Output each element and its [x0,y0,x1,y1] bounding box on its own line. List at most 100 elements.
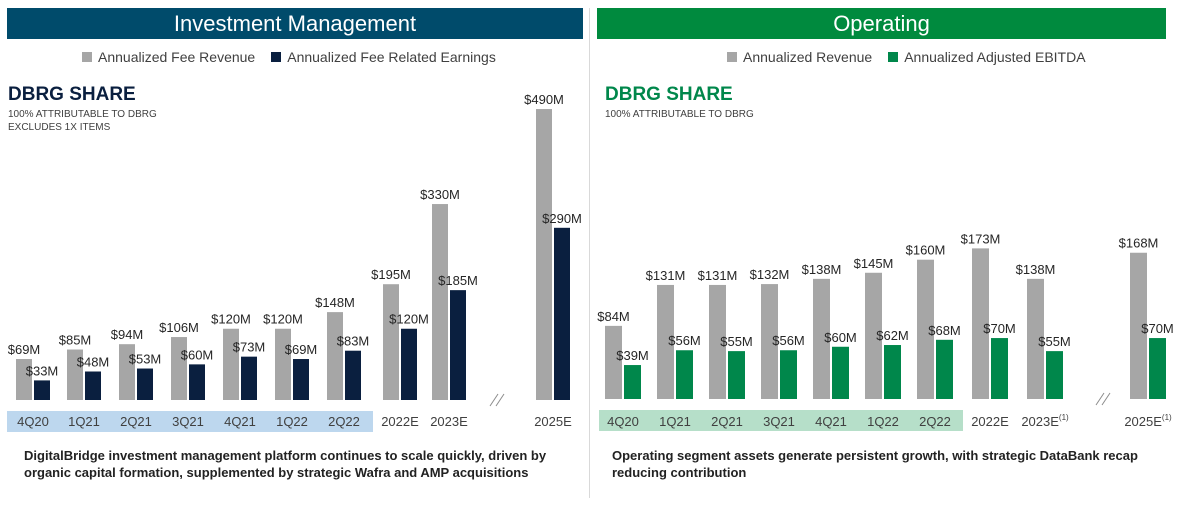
legend-item-revenue: Annualized Revenue [727,49,872,65]
data-label: $33M [26,363,59,378]
bar [813,278,830,399]
bar [189,364,205,400]
axis-break-mark [495,393,505,407]
category-label: 4Q21 [224,414,256,429]
data-label: $55M [720,334,753,349]
bar [1130,252,1147,399]
data-label: $185M [438,273,478,288]
data-label: $62M [876,328,909,343]
bar [171,337,187,400]
bar [34,380,50,400]
bar [761,284,778,399]
bar [865,272,882,399]
data-label: $490M [524,92,564,107]
data-label: $160M [906,243,946,258]
bar [401,328,417,400]
bar [605,325,622,399]
data-label: $53M [129,352,162,367]
bar [223,328,239,400]
bar [832,346,849,399]
data-label: $69M [8,342,41,357]
bar [345,350,361,400]
bar [676,350,693,399]
legend-swatch [271,52,282,62]
data-label: $290M [542,211,582,226]
footnote-marker: (1) [1162,413,1172,422]
category-label: 2Q22 [919,414,951,429]
category-label: 2Q21 [711,414,743,429]
data-label: $148M [315,295,355,310]
category-label: 4Q20 [17,414,49,429]
category-label: 3Q21 [172,414,204,429]
banner-title: Investment Management [173,10,417,36]
data-label: $83M [337,334,370,349]
data-label: $48M [77,354,110,369]
legend-label: Annualized Adjusted EBITDA [904,49,1086,65]
panel-divider [589,8,590,498]
category-label: 1Q21 [659,414,691,429]
data-label: $168M [1119,236,1159,251]
category-label: 1Q21 [68,414,100,429]
category-label: 4Q21 [815,414,847,429]
category-label: 2022E [381,414,419,429]
legend-item-adjusted-ebitda: Annualized Adjusted EBITDA [888,49,1086,65]
category-label: 2023E [430,414,468,429]
data-label: $56M [668,333,701,348]
data-label: $138M [802,262,842,277]
bar [554,227,570,400]
category-label: 1Q22 [276,414,308,429]
bar [275,328,291,400]
category-label: 2Q21 [120,414,152,429]
legend-label: Annualized Fee Revenue [98,49,256,65]
bar [728,351,745,399]
right-subtitle-line: 100% ATTRIBUTABLE TO DBRG [605,109,754,120]
data-label: $70M [983,321,1016,336]
data-label: $39M [616,348,649,363]
bar [991,338,1008,399]
highlighted-quarters-strip [7,411,373,432]
category-label: 3Q21 [763,414,795,429]
axis-break-mark [1101,392,1111,406]
legend-item-fee-revenue: Annualized Fee Revenue [82,49,255,65]
data-label: $70M [1141,321,1174,336]
data-label: $94M [111,327,144,342]
category-label: 1Q22 [867,414,899,429]
left-subtitle-line: 100% ATTRIBUTABLE TO DBRG [8,109,157,120]
bar [917,259,934,399]
operating-banner: Operating [597,8,1166,39]
data-label: $68M [928,323,961,338]
left-footnote: DigitalBridge investment management plat… [24,448,547,480]
data-label: $120M [389,312,429,327]
data-label: $56M [772,333,805,348]
data-label: $84M [597,309,630,324]
category-label: 2025E [534,414,572,429]
data-label: $138M [1016,262,1056,277]
right-footnote: Operating segment assets generate persis… [612,448,1138,480]
data-label: $60M [824,330,857,345]
category-label: 2Q22 [328,414,360,429]
bar [450,290,466,400]
bar [383,284,399,400]
data-label: $106M [159,320,199,335]
data-label: $73M [233,340,266,355]
right-share-title: DBRG SHARE [605,84,733,105]
bar [624,365,641,399]
bar [884,345,901,399]
axis-break-mark [489,393,499,407]
left-subtitle-line: EXCLUDES 1X ITEMS [8,122,111,133]
legend-swatch [727,52,737,62]
bar [936,339,953,399]
data-label: $120M [211,312,251,327]
data-label: $195M [371,267,411,282]
highlighted-quarters-strip [599,410,963,431]
bar [780,350,797,399]
data-label: $330M [420,187,460,202]
data-label: $60M [181,347,214,362]
legend-label: Annualized Fee Related Earnings [287,49,496,65]
investment-management-banner: Investment Management [7,8,583,39]
category-label: 4Q20 [607,414,639,429]
left-share-title: DBRG SHARE [8,84,136,105]
category-label: 2025E(1) [1124,413,1172,429]
bar [67,349,83,400]
